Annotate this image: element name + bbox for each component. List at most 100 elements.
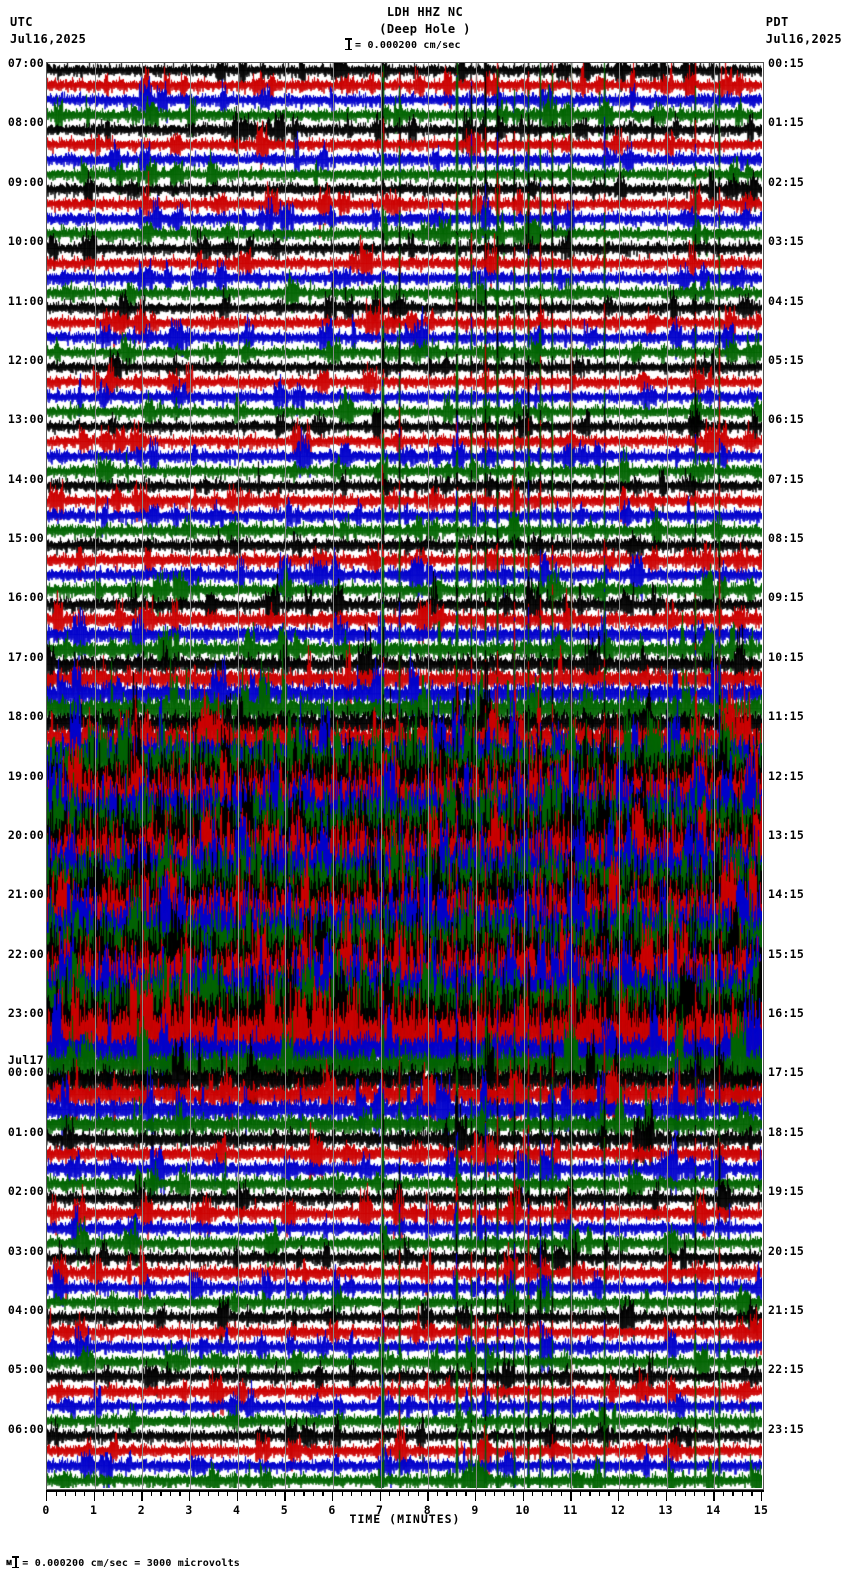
- axis-tick-major-4: [236, 1490, 238, 1501]
- hour-label-pdt-1515: 15:15: [768, 946, 805, 961]
- axis-tick-minor: [293, 1490, 296, 1496]
- axis-tick-minor: [398, 1490, 400, 1496]
- header-station-block: LDH HHZ NC (Deep Hole ): [0, 4, 850, 38]
- axis-tick-major-11: [570, 1490, 572, 1501]
- axis-tick-minor: [694, 1490, 696, 1496]
- axis-baseline: [46, 1490, 764, 1492]
- gridline-minute-6: [333, 63, 334, 1489]
- axis-tick-minor: [684, 1490, 686, 1496]
- axis-tick-minor: [455, 1490, 458, 1496]
- axis-tick-minor: [608, 1490, 610, 1496]
- hour-label-utc-1700: 17:00: [7, 649, 44, 664]
- axis-tick-label-11: 11: [563, 1503, 578, 1517]
- axis-tick-label-13: 13: [658, 1503, 673, 1517]
- time-axis: 0 1 2 3 4 5 6 7 8 9 10 11 12 13 14 15: [42, 1490, 768, 1524]
- footer-prefix-glyph: 𝐌: [6, 1559, 13, 1567]
- hour-label-pdt-2315: 23:15: [768, 1421, 805, 1436]
- axis-tick-minor: [370, 1490, 372, 1496]
- axis-tick-minor: [446, 1490, 448, 1496]
- axis-tick-minor: [560, 1490, 562, 1496]
- hour-label-pdt-1915: 19:15: [768, 1184, 805, 1199]
- axis-tick-minor: [227, 1490, 229, 1496]
- axis-tick-minor: [360, 1490, 362, 1496]
- axis-tick-minor: [112, 1490, 114, 1496]
- axis-title-label: TIME (MINUTES): [349, 1512, 461, 1526]
- timezone-right-label: PDT: [765, 15, 789, 29]
- gridline-minute-14: [714, 63, 716, 1489]
- day-boundary-label: Jul17: [7, 1053, 44, 1068]
- hour-label-pdt-0915: 09:15: [768, 590, 805, 605]
- gridline-minute-1: [94, 63, 96, 1489]
- gridline-minute-13: [666, 63, 668, 1489]
- axis-tick-major-2: [141, 1490, 143, 1501]
- axis-tick-major-14: [713, 1490, 715, 1501]
- axis-tick-minor: [436, 1490, 439, 1496]
- hour-label-pdt-1115: 11:15: [768, 709, 805, 724]
- hour-label-utc-0800: 08:00: [7, 115, 44, 130]
- axis-tick-minor: [541, 1490, 543, 1496]
- footer-calibration-bar-icon: [12, 1556, 20, 1568]
- hour-label-utc-1600: 16:00: [7, 590, 44, 605]
- axis-tick-minor: [579, 1490, 582, 1496]
- header-left-timezone-block: UTC Jul16,2025: [10, 14, 86, 48]
- gridline-minute-4: [237, 63, 239, 1489]
- right-hour-label-column: 00:15 01:15 02:15 03:15 04:15 05:15 06:15 07:15…: [768, 57, 850, 1490]
- calibration-scale-note: = 0.000200 cm/sec: [345, 38, 461, 51]
- gridline-minute-7: [380, 63, 382, 1489]
- hour-label-pdt-0415: 04:15: [768, 293, 805, 308]
- axis-tick-minor: [150, 1490, 153, 1496]
- gridline-minute-10: [523, 63, 525, 1489]
- hour-label-pdt-1015: 10:15: [768, 649, 805, 664]
- hour-label-pdt-0215: 02:15: [768, 174, 805, 189]
- hour-label-utc-0300: 03:00: [7, 1243, 44, 1258]
- axis-tick-minor: [103, 1490, 105, 1496]
- hour-label-pdt-1315: 13:15: [768, 827, 805, 842]
- axis-tick-minor: [494, 1490, 496, 1496]
- axis-tick-label-4: 4: [233, 1503, 241, 1517]
- axis-tick-minor: [74, 1490, 76, 1496]
- axis-tick-minor: [312, 1490, 315, 1496]
- timezone-left-label: UTC: [10, 15, 33, 29]
- axis-tick-minor: [703, 1490, 705, 1496]
- hour-label-pdt-0015: 00:15: [768, 56, 805, 70]
- axis-tick-minor: [646, 1490, 648, 1496]
- axis-tick-minor: [741, 1490, 744, 1496]
- gridline-minute-5: [285, 63, 287, 1489]
- axis-tick-major-13: [665, 1490, 667, 1501]
- date-right-label: Jul16,2025: [765, 32, 842, 46]
- hour-label-utc-1500: 15:00: [7, 531, 44, 545]
- seismogram-plot-area[interactable]: [46, 62, 764, 1490]
- hour-label-utc-0700: 07:00: [7, 56, 44, 70]
- gridline-minute-8: [428, 63, 430, 1489]
- axis-tick-minor: [179, 1490, 181, 1496]
- station-code-label: LDH HHZ NC: [386, 5, 464, 19]
- axis-tick-minor: [656, 1490, 658, 1496]
- axis-tick-major-7: [379, 1490, 381, 1501]
- axis-tick-minor: [84, 1490, 86, 1496]
- hour-label-utc-0000: 00:00: [7, 1065, 44, 1080]
- hour-label-utc-1000: 10:00: [7, 234, 44, 249]
- axis-tick-minor: [751, 1490, 753, 1496]
- axis-tick-label-0: 0: [42, 1503, 50, 1517]
- axis-tick-major-10: [522, 1490, 524, 1501]
- axis-tick-minor: [389, 1490, 391, 1496]
- seismogram-trace-canvas: [47, 63, 763, 1489]
- axis-tick-minor: [532, 1490, 534, 1496]
- hour-label-utc-0400: 04:00: [7, 1302, 44, 1317]
- axis-tick-minor: [513, 1490, 515, 1496]
- axis-tick-label-12: 12: [610, 1503, 626, 1517]
- gridline-minute-9: [476, 63, 477, 1489]
- calibration-bar-icon: [345, 38, 352, 50]
- axis-tick-minor: [627, 1490, 629, 1496]
- axis-tick-major-8: [427, 1490, 429, 1501]
- hour-label-utc-0900: 09:00: [7, 174, 44, 189]
- footer-calibration-text: = 0.000200 cm/sec = 3000 microvolts: [22, 1558, 241, 1569]
- axis-tick-label-8: 8: [423, 1503, 431, 1517]
- gridline-minute-11: [571, 63, 573, 1489]
- hour-label-utc-2300: 23:00: [7, 1006, 44, 1020]
- axis-tick-minor: [55, 1490, 57, 1496]
- axis-tick-minor: [503, 1490, 505, 1496]
- hour-label-utc-0600: 06:00: [7, 1421, 44, 1436]
- station-description-label: (Deep Hole ): [379, 22, 471, 36]
- axis-tick-minor: [637, 1490, 639, 1496]
